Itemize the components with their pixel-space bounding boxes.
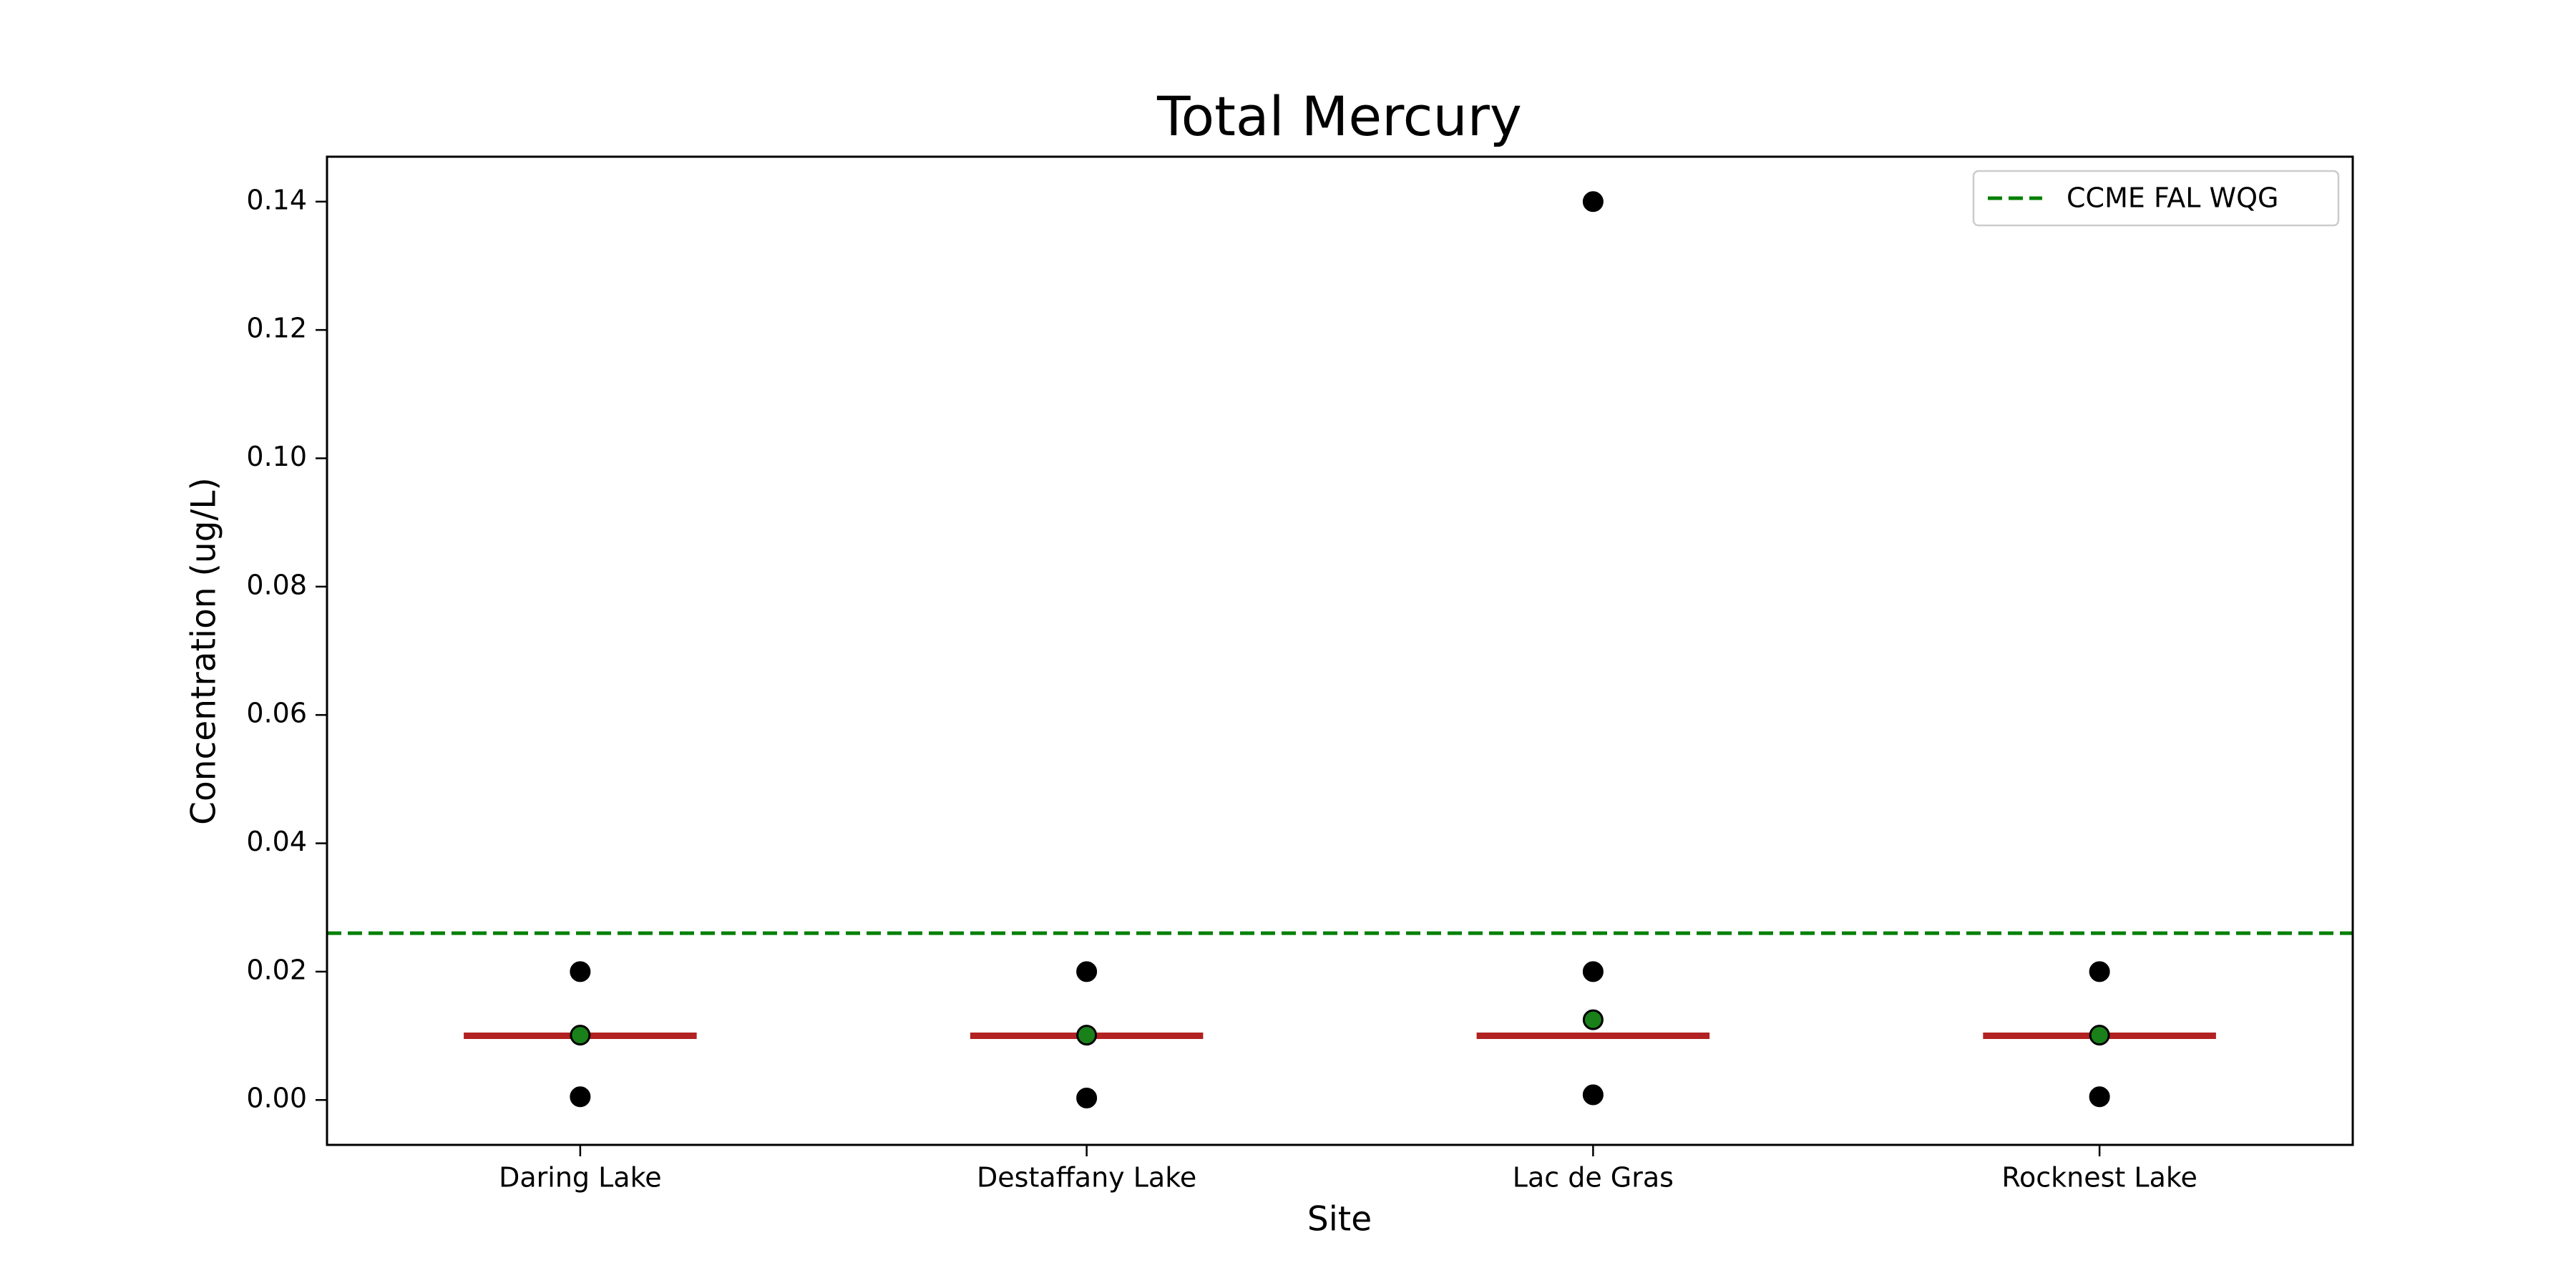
point (1076, 961, 1098, 982)
y-tick-label: 0.00 (246, 1083, 307, 1114)
y-tick-label: 0.12 (246, 313, 307, 344)
point (1582, 961, 1604, 982)
legend-label: CCME FAL WQG (2067, 182, 2279, 214)
chart-title: Total Mercury (1156, 84, 1522, 148)
point (2089, 1025, 2110, 1046)
point (570, 1086, 591, 1108)
point (2089, 961, 2110, 982)
point (570, 961, 591, 982)
point (1076, 1088, 1098, 1109)
point (1582, 1009, 1604, 1030)
y-axis-label: Concentration (ug/L) (185, 477, 224, 825)
point (1582, 1084, 1604, 1106)
point (1582, 191, 1604, 213)
x-tick-label: Lac de Gras (1513, 1162, 1674, 1194)
y-tick-label: 0.04 (246, 826, 307, 857)
x-tick-label: Destaffany Lake (977, 1162, 1196, 1194)
point (570, 1025, 591, 1046)
y-tick-label: 0.10 (246, 441, 307, 472)
x-tick-label: Rocknest Lake (2001, 1162, 2197, 1194)
x-tick-label: Daring Lake (499, 1162, 662, 1194)
y-tick-label: 0.06 (246, 698, 307, 729)
x-axis-label: Site (1307, 1200, 1372, 1239)
plot-frame (326, 155, 2354, 1146)
legend-box (1972, 170, 2340, 227)
point (1076, 1025, 1098, 1046)
y-tick-label: 0.02 (246, 954, 307, 985)
point (2089, 1086, 2110, 1108)
y-tick-label: 0.14 (246, 184, 307, 215)
y-tick-label: 0.08 (246, 569, 307, 600)
